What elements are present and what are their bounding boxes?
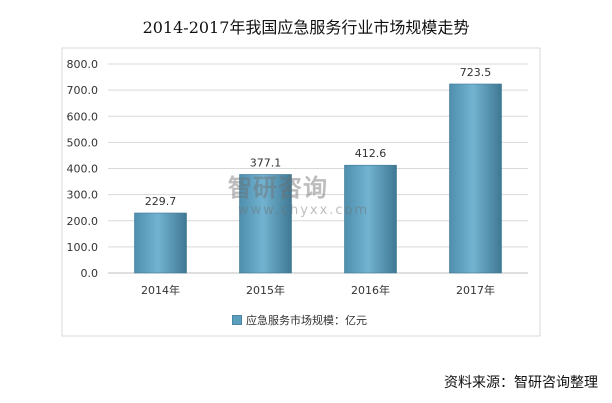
- y-tick-label: 300.0: [67, 189, 99, 202]
- x-tick-label: 2014年: [141, 283, 180, 297]
- bar-2017年: [449, 83, 502, 274]
- legend: 应急服务市场规模：亿元: [232, 312, 367, 328]
- data-label: 377.1: [250, 156, 282, 169]
- x-tick-label: 2015年: [246, 283, 285, 297]
- y-tick-label: 0.0: [81, 267, 99, 280]
- y-tick-label: 500.0: [67, 136, 99, 149]
- legend-label: 应急服务市场规模：亿元: [246, 314, 367, 327]
- watermark-logo: 智研咨询: [228, 174, 328, 202]
- data-label: 229.7: [145, 195, 177, 208]
- y-tick-label: 800.0: [67, 58, 99, 71]
- bar-2016年: [344, 164, 397, 274]
- source-note: 资料来源：智研咨询整理: [444, 375, 598, 391]
- y-tick-label: 400.0: [67, 163, 99, 176]
- legend-swatch: [232, 315, 242, 325]
- y-tick-label: 700.0: [67, 84, 99, 97]
- data-label: 723.5: [460, 66, 492, 79]
- x-tick-label: 2017年: [456, 283, 495, 297]
- bar-2015年: [239, 174, 292, 274]
- plot-frame: [61, 47, 541, 337]
- x-tick-label: 2016年: [351, 283, 390, 297]
- watermark: 智研咨询 www.chyxx.com: [228, 168, 369, 218]
- y-tick-label: 100.0: [67, 241, 99, 254]
- watermark-url: www.chyxx.com: [238, 203, 370, 218]
- data-label: 412.6: [355, 147, 387, 160]
- y-tick-label: 200.0: [67, 215, 99, 228]
- bar-2014年: [134, 212, 187, 274]
- y-tick-label: 600.0: [67, 110, 99, 123]
- chart-title: 2014-2017年我国应急服务行业市场规模走势: [142, 18, 470, 37]
